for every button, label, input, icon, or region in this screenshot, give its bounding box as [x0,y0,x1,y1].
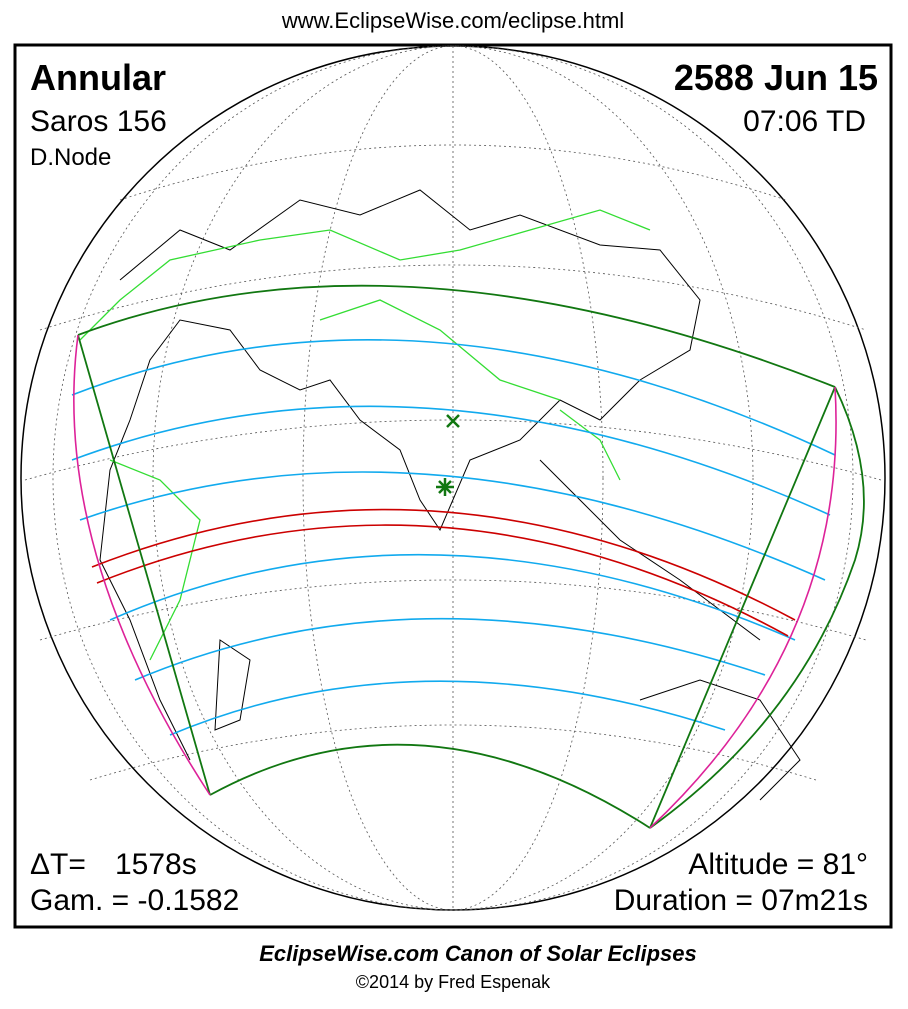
borders [79,209,651,661]
copyright: ©2014 by Fred Espenak [356,972,551,992]
graticule [24,45,882,911]
frame [13,43,893,929]
gamma: Gam. = -0.1582 [30,884,239,917]
globe [20,45,886,911]
eclipse-time: 07:06 TD [743,105,866,138]
footer-title: EclipseWise.com Canon of Solar Eclipses [259,941,697,966]
eclipse-type: Annular [30,57,166,98]
delta-t-label: ΔT= [30,848,86,881]
eclipse-date: 2588 Jun 15 [674,57,878,98]
coastlines [99,189,801,801]
duration: Duration = 07m21s [614,884,868,917]
delta-t-value: 1578s [115,848,197,881]
subsolar-marker [446,414,460,428]
magnitude-lines [71,338,836,736]
greatest-eclipse-marker [436,478,454,496]
altitude: Altitude = 81° [688,848,868,881]
saros: Saros 156 [30,105,167,138]
node: D.Node [30,144,111,171]
penumbra-limits [77,284,865,829]
url: www.EclipseWise.com/eclipse.html [281,8,624,33]
central-path [91,508,796,637]
rise-set-curves [73,334,837,829]
